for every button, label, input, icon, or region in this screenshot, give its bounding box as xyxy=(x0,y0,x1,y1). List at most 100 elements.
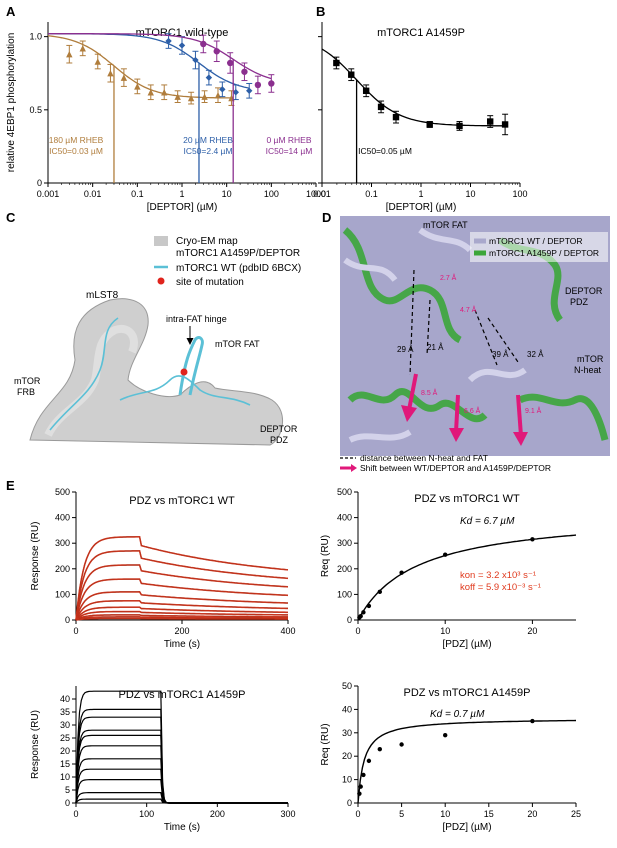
data-point xyxy=(358,784,363,789)
chart-B: 0.01 0.1 1 10 100 [DEPTOR] (µM) mTORC1 A1459P I… xyxy=(313,22,528,213)
label-deptor-2: PDZ xyxy=(270,435,289,445)
x-tick-label: 20 xyxy=(527,809,537,819)
sensorgram-fit xyxy=(75,617,288,621)
y-tick-label: 10 xyxy=(342,775,352,785)
data-point xyxy=(246,87,253,94)
data-point xyxy=(443,552,448,557)
chart-E3: 0 100 200 300 0 5 10 15 20 25 30 35 40 Time (s) Respon… xyxy=(30,686,296,833)
label-hinge: intra-FAT hinge xyxy=(166,314,227,324)
y-tick-label: 0.5 xyxy=(29,105,42,115)
panel-d-structure: mTOR FAT DEPTOR PDZ mTOR N-heat 29 Å 21 … xyxy=(340,216,610,473)
x-tick-label: 0 xyxy=(355,809,360,819)
footer-shift: Shift between WT/DEPTOR and A1459P/DEPTO… xyxy=(360,463,551,473)
y-tick-label: 40 xyxy=(60,694,70,704)
x-tick-label: 0.01 xyxy=(313,189,331,199)
hinge-arrowhead xyxy=(186,338,194,345)
y-tick-label: 0 xyxy=(347,615,352,625)
label-mtor-frb-1: mTOR xyxy=(14,376,41,386)
x-tick-label: 5 xyxy=(399,809,404,819)
legend-d-mut: mTORC1 A1459P / DEPTOR xyxy=(489,248,599,258)
y-tick-label: 100 xyxy=(55,589,70,599)
shift-arrow-2 xyxy=(454,394,460,433)
x-tick-label: 0 xyxy=(73,809,78,819)
sensorgram-fit xyxy=(75,610,288,621)
data-point xyxy=(205,74,213,81)
wt-model-helix xyxy=(178,336,204,396)
data-point xyxy=(501,121,509,128)
panel-letter-e: E xyxy=(6,478,15,493)
x-tick-label: 400 xyxy=(280,626,295,636)
y-tick-label: 40 xyxy=(342,704,352,714)
label-dist-32: 32 Å xyxy=(527,350,544,359)
panel-letter-a: A xyxy=(6,4,16,19)
data-point xyxy=(366,603,372,609)
data-point xyxy=(200,40,207,48)
y-tick-label: 100 xyxy=(337,589,352,599)
fit-curve xyxy=(321,48,506,127)
sensorgram-fit xyxy=(75,616,288,621)
y-axis-label: Response (RU) xyxy=(30,522,41,591)
x-tick-label: 10 xyxy=(440,809,450,819)
label-dist-29: 29 Å xyxy=(397,345,414,354)
data-point xyxy=(201,93,208,100)
y-tick-label: 300 xyxy=(55,538,70,548)
data-point xyxy=(357,791,362,796)
sensorgram-fit xyxy=(75,564,289,621)
data-point xyxy=(399,742,404,747)
y-tick-label: 400 xyxy=(55,513,70,523)
x-axis-label: Time (s) xyxy=(164,639,200,650)
distance-dash-21 xyxy=(426,299,431,356)
sensorgram-fit xyxy=(75,578,289,621)
y-tick-label: 0 xyxy=(37,178,42,188)
data-point xyxy=(232,89,239,96)
data-point xyxy=(377,746,382,752)
label-nheat-2: N-heat xyxy=(574,365,602,375)
y-tick-label: 400 xyxy=(337,513,352,523)
y-tick-label: 0 xyxy=(347,798,352,808)
sensorgram-fit xyxy=(75,550,289,621)
x-tick-label: 10 xyxy=(440,626,450,636)
chart-title: mTORC1 wild-type xyxy=(136,27,229,39)
data-point xyxy=(227,59,234,67)
x-tick-label: 0 xyxy=(73,626,78,636)
kd-label: Kd = 6.7 µM xyxy=(460,516,515,527)
legend-d-box xyxy=(470,232,608,262)
footer-distance: distance between N-heat and FAT xyxy=(360,453,488,463)
label-nheat-1: mTOR xyxy=(577,354,604,364)
label-mtor-fat-d: mTOR FAT xyxy=(423,220,468,230)
shift-arrow-1 xyxy=(407,373,418,411)
x-axis-label: [DEPTOR] (µM) xyxy=(147,202,218,213)
sensorgram-fit xyxy=(75,536,289,621)
y-axis-label: Req (RU) xyxy=(320,723,331,765)
shift-arrowhead-2 xyxy=(449,428,464,442)
sensorgram-trace xyxy=(75,792,288,804)
panel-letter-d: D xyxy=(322,210,331,225)
data-point xyxy=(486,118,494,125)
label-dist-21: 21 Å xyxy=(427,343,444,352)
x-tick-label: 0.01 xyxy=(84,189,102,199)
sensorgram-trace xyxy=(75,690,288,804)
legend-swatch-grey xyxy=(154,236,168,246)
sensorgram-trace xyxy=(75,745,288,804)
panel-letter-c: C xyxy=(6,210,16,225)
series-name-label: 20 µM RHEB xyxy=(183,135,233,145)
chart-E4: 0 5 10 15 20 25 0 10 20 30 40 50 [PDZ] (µM) Req (RU) P… xyxy=(320,681,581,833)
y-tick-label: 30 xyxy=(60,720,70,730)
chart-title: PDZ vs mTORC1 WT xyxy=(414,493,520,505)
x-tick-label: 200 xyxy=(174,626,189,636)
y-axis-label: Req (RU) xyxy=(320,535,331,577)
x-tick-label: 200 xyxy=(210,809,225,819)
sensorgram-trace xyxy=(75,708,288,804)
y-tick-label: 500 xyxy=(337,487,352,497)
panel-c-structure: Cryo-EM map mTORC1 A1459P/DEPTOR mTORC1 … xyxy=(14,236,301,446)
green-ribbon xyxy=(342,227,609,441)
wt-model-trace xyxy=(49,317,251,431)
data-point xyxy=(426,121,433,128)
x-tick-label: 10 xyxy=(465,189,475,199)
data-point xyxy=(366,758,372,764)
y-tick-label: 10 xyxy=(60,772,70,782)
data-point xyxy=(254,81,262,89)
